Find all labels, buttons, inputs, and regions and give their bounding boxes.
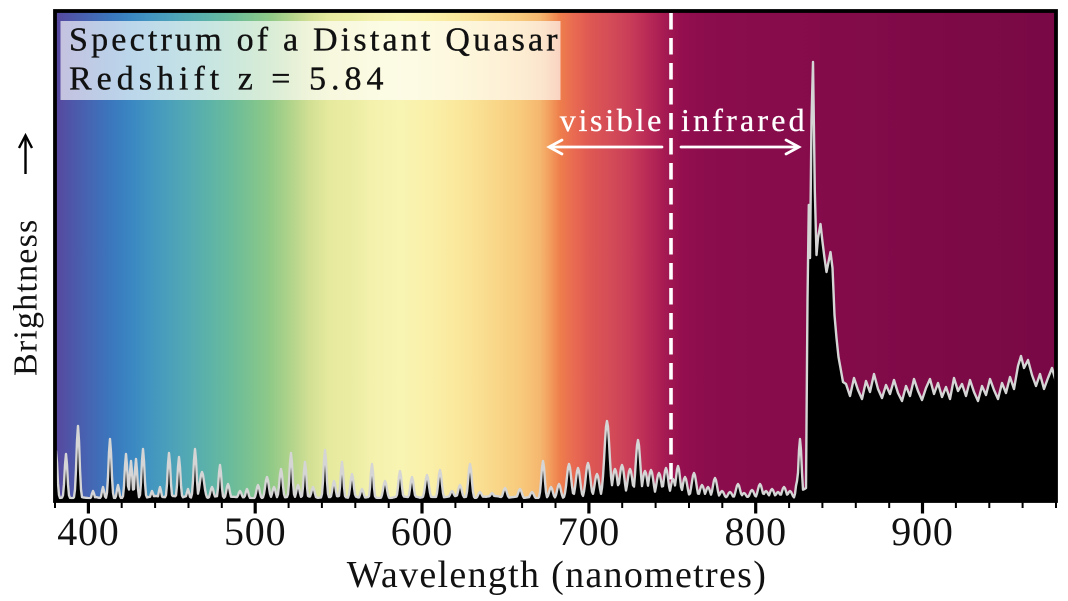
svg-text:700: 700 [558,509,620,554]
svg-text:800: 800 [724,509,786,554]
svg-text:500: 500 [224,509,286,554]
svg-text:400: 400 [57,509,119,554]
svg-text:900: 900 [891,509,953,554]
svg-text:600: 600 [391,509,453,554]
svg-text:visible: visible [560,102,664,138]
svg-text:Wavelength (nanometres): Wavelength (nanometres) [347,554,767,596]
svg-text:Brightness: Brightness [8,219,45,376]
svg-text:infrared: infrared [681,102,808,138]
svg-text:Spectrum of a Distant Quasar: Spectrum of a Distant Quasar [69,22,561,59]
svg-text:Redshift z = 5.84: Redshift z = 5.84 [69,60,388,97]
